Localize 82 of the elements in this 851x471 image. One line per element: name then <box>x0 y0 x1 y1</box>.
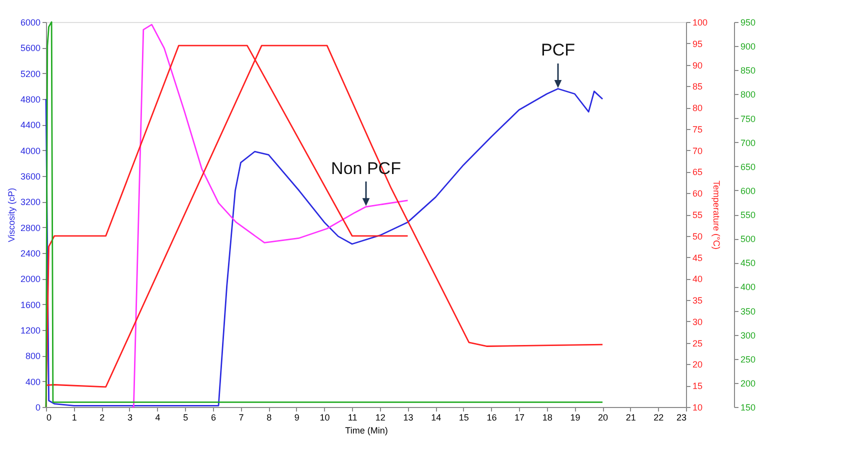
line-series <box>45 88 604 406</box>
y-tick-label: 5600 <box>20 43 40 54</box>
x-tick-label: 19 <box>570 412 580 422</box>
y3-tick-label: 400 <box>740 282 756 292</box>
y3-tick-label: 450 <box>740 258 756 268</box>
y3-tick-label: 600 <box>740 186 756 196</box>
y-tick-label: 1200 <box>20 326 40 336</box>
x-tick-label: 20 <box>598 412 608 422</box>
y-tick-label: 4800 <box>20 94 40 104</box>
x-tick-label: 5 <box>183 412 188 422</box>
y-tick-label: 0 <box>35 402 40 412</box>
y3-tick-label: 750 <box>740 114 756 124</box>
y-tick-label: 400 <box>25 376 40 387</box>
x-tick-label: 9 <box>294 412 300 422</box>
y-tick-label: 2000 <box>20 274 40 284</box>
y3-tick-label: 850 <box>740 66 756 76</box>
x-axis-title: Time (Min) <box>345 426 388 436</box>
y-tick-label: 4400 <box>20 120 40 130</box>
y2-tick-label: 35 <box>692 296 703 306</box>
x-tick-label: 13 <box>403 412 414 422</box>
y2-tick-label: 95 <box>692 38 703 49</box>
y2-tick-label: 40 <box>692 274 703 284</box>
y2-tick-label: 60 <box>692 188 703 199</box>
y-tick-label: 4000 <box>20 146 40 156</box>
y-axis-title: Viscosity (cP) <box>6 188 16 242</box>
x-tick-label: 12 <box>375 412 386 422</box>
annotation: PCF <box>541 40 575 60</box>
y2-tick-label: 10 <box>692 402 703 412</box>
y2-tick-label: 25 <box>692 338 703 348</box>
y3-tick-label: 650 <box>740 162 756 172</box>
y3-tick-label: 700 <box>740 138 756 148</box>
x-tick-label: 14 <box>431 412 442 422</box>
y-tick-label: 3200 <box>20 197 40 208</box>
y-tick-label: 6000 <box>20 18 40 28</box>
y-tick-label: 2400 <box>20 248 40 258</box>
y3-tick-label: 250 <box>740 354 756 364</box>
x-tick-label: 10 <box>320 412 330 422</box>
x-tick-label: 6 <box>210 412 216 422</box>
y-tick-label: 5200 <box>20 68 40 79</box>
x-tick-label: 11 <box>348 412 358 422</box>
y2-tick-label: 100 <box>692 18 708 28</box>
y2-tick-label: 55 <box>692 210 703 220</box>
y2-tick-label: 70 <box>692 146 703 156</box>
x-tick-label: 1 <box>72 412 77 422</box>
y2-tick-label: 45 <box>692 252 703 263</box>
y2-tick-label: 80 <box>692 103 703 114</box>
y3-tick-label: 550 <box>740 210 756 220</box>
y-tick-label: 800 <box>25 351 40 362</box>
y3-tick-label: 500 <box>740 234 756 244</box>
y2-tick-label: 65 <box>692 167 703 178</box>
y3-tick-label: 800 <box>740 90 756 100</box>
x-tick-label: 4 <box>155 412 160 422</box>
y3-tick-label: 900 <box>740 42 756 52</box>
x-tick-label: 17 <box>514 412 525 422</box>
x-tick-label: 3 <box>127 412 132 422</box>
y-tick-label: 1600 <box>20 300 40 310</box>
y3-tick-label: 300 <box>740 330 756 340</box>
y2-tick-label: 30 <box>692 316 703 327</box>
y2-tick-label: 20 <box>692 360 703 370</box>
y2-tick-label: 85 <box>692 82 703 92</box>
y3-tick-label: 150 <box>740 402 756 412</box>
line-series <box>132 24 408 408</box>
x-tick-label: 0 <box>46 412 52 422</box>
x-tick-label: 18 <box>542 412 552 422</box>
x-tick-label: 2 <box>100 412 105 422</box>
x-tick-label: 15 <box>458 412 469 422</box>
y3-tick-label: 200 <box>740 378 756 388</box>
x-tick-label: 16 <box>486 412 497 422</box>
y2-axis-title: Temperature (°C) <box>712 180 722 250</box>
y-tick-label: 2800 <box>20 222 40 233</box>
x-tick-label: 22 <box>654 412 664 422</box>
y2-tick-label: 90 <box>692 60 703 70</box>
y2-tick-label: 75 <box>692 124 703 134</box>
y2-tick-label: 50 <box>692 231 703 242</box>
x-tick-label: 8 <box>266 412 272 422</box>
x-tick-label: 23 <box>676 412 686 422</box>
y-tick-label: 3600 <box>20 172 40 182</box>
x-tick-label: 21 <box>626 412 636 422</box>
y3-tick-label: 350 <box>740 306 756 316</box>
x-tick-label: 7 <box>238 412 244 422</box>
y2-tick-label: 15 <box>692 381 703 392</box>
y3-tick-label: 950 <box>740 18 756 28</box>
